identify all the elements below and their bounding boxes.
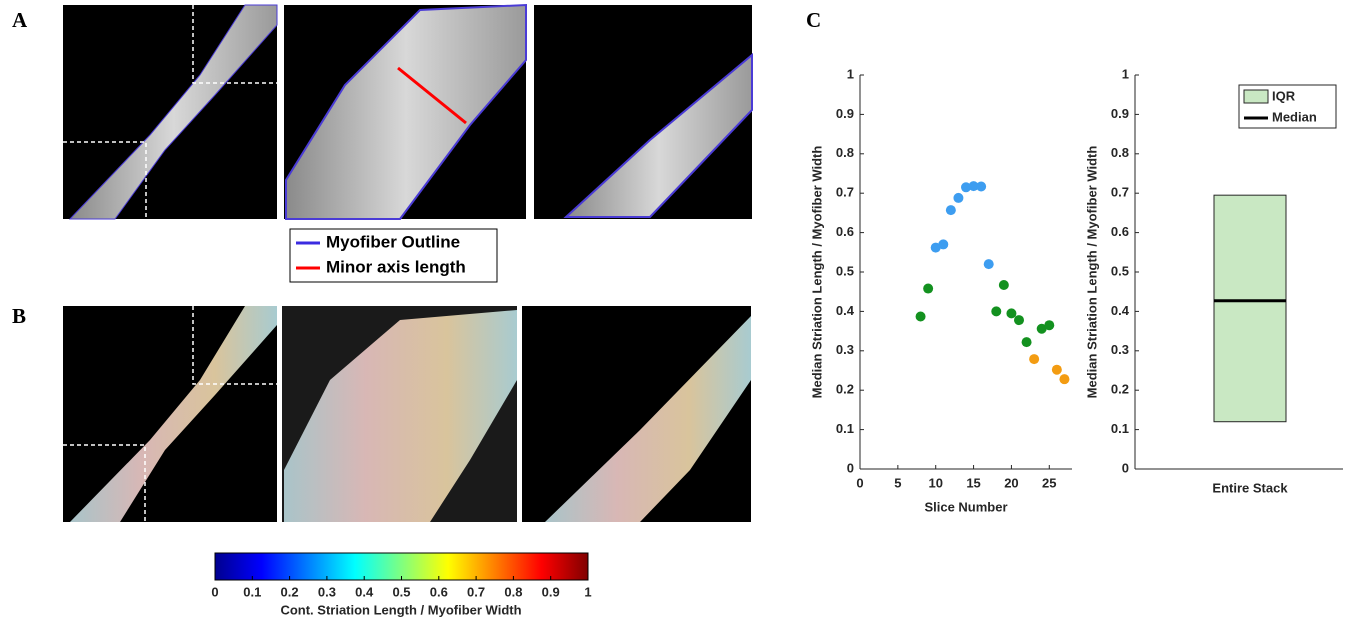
micrograph: [534, 5, 753, 219]
x-tick-label: 25: [1042, 475, 1056, 490]
data-point: [1036, 323, 1047, 334]
data-point: [1059, 374, 1070, 385]
micrograph: [284, 3, 527, 220]
micrograph: [522, 306, 751, 522]
data-point: [1021, 337, 1032, 348]
x-tick-label: 0: [856, 475, 863, 490]
colorbar-tick-label: 0.4: [355, 584, 374, 599]
y-tick-label: 1: [1122, 66, 1129, 81]
colorbar-tick-label: 0.8: [504, 584, 522, 599]
data-point: [953, 192, 964, 203]
data-point: [1014, 315, 1024, 326]
y-tick-label: 0.8: [836, 145, 854, 160]
data-point: [938, 239, 949, 250]
data-point: [961, 182, 971, 193]
legend-label: Myofiber Outline: [326, 232, 460, 251]
y-tick-label: 0.7: [836, 185, 854, 200]
data-point: [1051, 364, 1062, 375]
panel-label: C: [806, 8, 821, 32]
data-point: [1029, 354, 1040, 365]
data-point: [1006, 308, 1017, 319]
data-point: [991, 306, 1002, 317]
x-tick-label: 10: [928, 475, 942, 490]
y-axis-label: Median Striation Length / Myofiber Width: [809, 146, 824, 399]
y-tick-label: 0.2: [836, 382, 854, 397]
data-point: [1044, 320, 1055, 331]
x-tick-label: 5: [894, 475, 901, 490]
data-point: [976, 181, 987, 192]
colorbar-tick-label: 0.7: [467, 584, 485, 599]
colorbar-tick-label: 0.5: [392, 584, 410, 599]
colorbar-label: Cont. Striation Length / Myofiber Width: [280, 602, 521, 617]
legend-label: IQR: [1272, 88, 1296, 103]
data-point: [930, 242, 941, 253]
data-point: [923, 283, 934, 294]
colorbar-tick-label: 0.1: [243, 584, 261, 599]
y-axis-label: Median Striation Length / Myofiber Width: [1084, 146, 1099, 399]
micrograph: [282, 306, 517, 522]
y-tick-label: 0.4: [836, 303, 855, 318]
y-tick-label: 0.9: [836, 106, 854, 121]
data-point: [968, 181, 979, 192]
x-tick-label: 15: [966, 475, 980, 490]
y-tick-label: 0.4: [1111, 303, 1130, 318]
y-tick-label: 0.7: [1111, 185, 1129, 200]
y-tick-label: 0.3: [1111, 342, 1129, 357]
y-tick-label: 0: [847, 460, 854, 475]
y-tick-label: 0: [1122, 460, 1129, 475]
outline-legend: Myofiber Outline Minor axis length: [289, 228, 498, 283]
y-tick-label: 0.3: [836, 342, 854, 357]
data-point: [983, 259, 994, 270]
data-point: [915, 311, 926, 322]
legend-swatch: [1243, 89, 1269, 104]
legend-label: Median: [1272, 109, 1317, 124]
y-tick-label: 0.8: [1111, 145, 1129, 160]
y-tick-label: 0.6: [1111, 224, 1129, 239]
y-tick-label: 0.2: [1111, 382, 1129, 397]
colorbar-tick-label: 1: [584, 584, 591, 599]
y-tick-label: 0.5: [1111, 263, 1129, 278]
legend-label: Minor axis length: [326, 257, 466, 276]
y-tick-label: 0.1: [1111, 421, 1129, 436]
y-tick-label: 0.1: [836, 421, 854, 436]
colorbar-tick-label: 0.2: [281, 584, 299, 599]
x-axis-label: Slice Number: [924, 499, 1007, 514]
y-tick-label: 0.9: [1111, 106, 1129, 121]
data-point: [998, 280, 1009, 291]
panel-label: A: [12, 8, 28, 32]
y-tick-label: 1: [847, 66, 854, 81]
data-point: [945, 205, 956, 216]
y-tick-label: 0.5: [836, 263, 854, 278]
x-tick-label: Entire Stack: [1212, 480, 1288, 495]
panel-label: B: [12, 304, 26, 328]
micrograph: [63, 4, 278, 220]
colorbar-tick-label: 0.9: [542, 584, 560, 599]
y-tick-label: 0.6: [836, 224, 854, 239]
colorbar-tick-label: 0: [211, 584, 218, 599]
micrograph: [63, 306, 277, 522]
colorbar: [214, 552, 589, 581]
x-tick-label: 20: [1004, 475, 1018, 490]
colorbar-tick-label: 0.6: [430, 584, 448, 599]
colorbar-tick-label: 0.3: [318, 584, 336, 599]
iqr-box: [1213, 194, 1287, 423]
